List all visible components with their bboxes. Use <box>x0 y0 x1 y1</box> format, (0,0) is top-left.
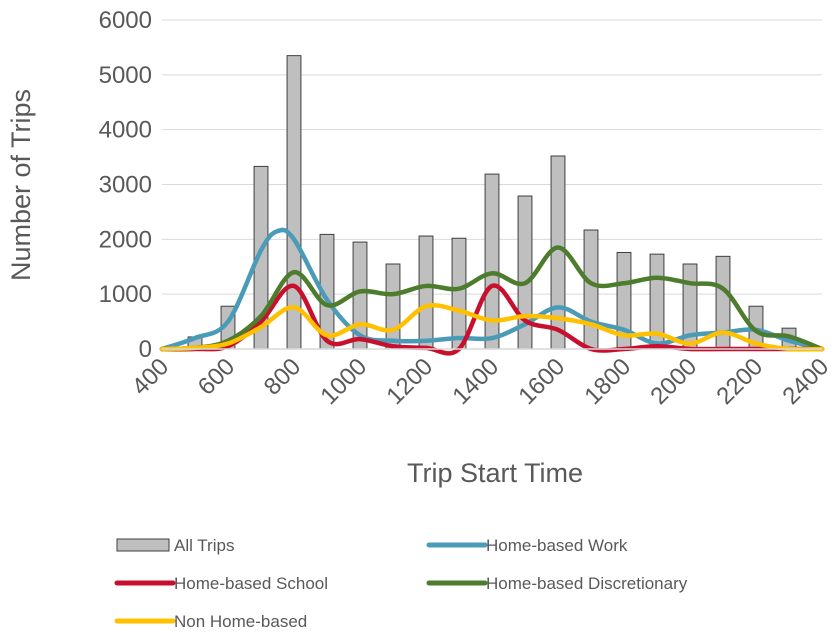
x-tick-label: 1200 <box>381 353 438 410</box>
x-axis-title: Trip Start Time <box>407 458 583 488</box>
y-tick-label: 6000 <box>99 7 152 34</box>
y-tick-label: 1000 <box>99 281 152 308</box>
bar <box>286 55 302 350</box>
y-tick-label: 0 <box>139 336 152 363</box>
legend-item: Home-based School <box>114 574 328 593</box>
x-tick-label: 1000 <box>315 353 372 410</box>
bar <box>583 229 599 350</box>
bar <box>385 263 401 350</box>
bar <box>484 173 500 350</box>
x-tick-label: 2200 <box>711 353 768 410</box>
series-line-non-home-based <box>159 302 825 352</box>
legend-label: All Trips <box>174 536 234 555</box>
legend-label: Non Home-based <box>174 612 307 631</box>
legend-item: All Trips <box>116 536 234 555</box>
x-tick-label: 400 <box>127 353 174 400</box>
x-tick-label: 1600 <box>513 353 570 410</box>
legend-item: Home-based Discretionary <box>426 574 688 593</box>
y-tick-labels: 0 1000 2000 3000 4000 5000 6000 <box>99 7 152 363</box>
x-tick-label: 2000 <box>645 353 702 410</box>
bar <box>451 237 467 350</box>
x-tick-label: 2400 <box>777 353 834 410</box>
legend-item: Non Home-based <box>114 612 307 631</box>
legend-label: Home-based Work <box>486 536 628 555</box>
y-axis-title: Number of Trips <box>6 89 36 281</box>
legend-item: Home-based Work <box>426 536 628 555</box>
x-tick-label: 800 <box>259 353 306 400</box>
legend-label: Home-based Discretionary <box>486 574 688 593</box>
x-tick-label: 1400 <box>447 353 504 410</box>
y-tick-label: 5000 <box>99 62 152 89</box>
legend-label: Home-based School <box>174 574 328 593</box>
bar <box>418 235 434 350</box>
x-tick-label: 1800 <box>579 353 636 410</box>
y-tick-label: 3000 <box>99 172 152 199</box>
series-line-home-based-work <box>159 227 825 352</box>
bar-series <box>187 55 797 350</box>
legend-swatch <box>116 538 170 552</box>
y-tick-label: 4000 <box>99 117 152 144</box>
series-line-home-based-discretionary <box>159 245 825 352</box>
x-tick-label: 600 <box>193 353 240 400</box>
x-tick-labels: 400 600 800 1000 1200 1400 1600 1800 2000 2200 240… <box>127 353 834 410</box>
legend: All Trips Home-based Work Home-based Schoo… <box>114 536 688 631</box>
y-tick-label: 2000 <box>99 226 152 253</box>
